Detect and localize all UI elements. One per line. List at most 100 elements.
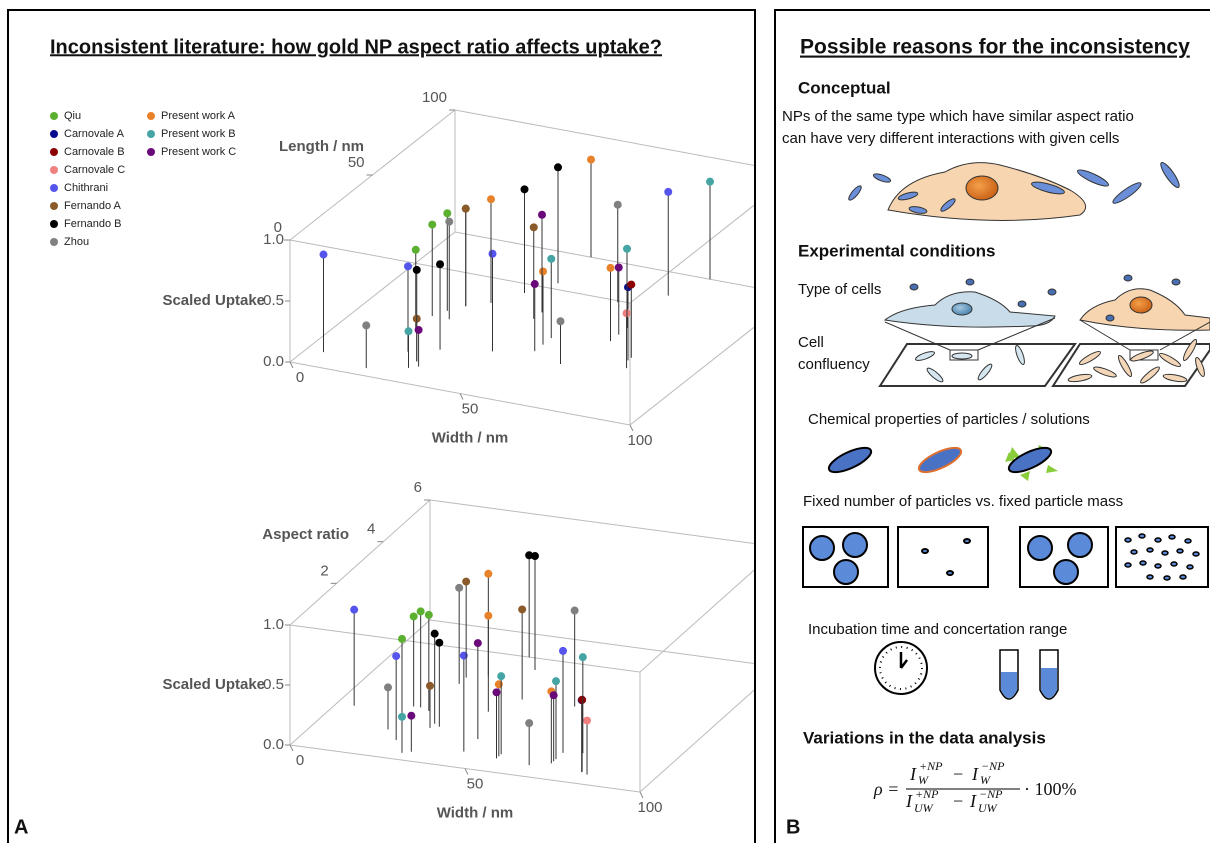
- confluency-illustration: [878, 274, 1210, 387]
- formula-sup: +NP: [919, 759, 943, 773]
- point: [547, 254, 556, 263]
- point: [412, 265, 421, 274]
- box-edge: [629, 204, 754, 304]
- point: [426, 681, 434, 690]
- x-tick: [639, 791, 644, 799]
- panel-label: A: [14, 816, 28, 838]
- legend-marker: [147, 148, 155, 156]
- point: [424, 610, 433, 619]
- formula-var: I: [969, 791, 977, 811]
- point: [587, 155, 595, 164]
- point: [529, 223, 538, 232]
- legend-label: Carnovale B: [64, 146, 125, 158]
- x-axis-label: Width / nm: [437, 804, 514, 821]
- point: [554, 163, 562, 172]
- legend-marker: [50, 202, 58, 210]
- formula-sub: UW: [978, 801, 998, 815]
- box-edge: [629, 326, 754, 426]
- formula-operator: −: [953, 764, 963, 784]
- z-tick-label: 1.0: [263, 616, 284, 633]
- panel-title: Possible reasons for the inconsistency: [800, 36, 1190, 59]
- point: [455, 583, 464, 592]
- section-heading: Experimental conditions: [798, 241, 995, 260]
- formula-var: I: [905, 791, 913, 811]
- box-edge: [454, 231, 754, 288]
- formula-sub: W: [980, 773, 991, 787]
- y-tick-label: 0: [274, 219, 282, 236]
- legend-label: Fernando B: [64, 218, 121, 230]
- x-tick: [459, 393, 464, 400]
- y-axis-label: Length / nm: [279, 138, 364, 155]
- body-text: Cell: [798, 334, 824, 351]
- legend-label: Carnovale A: [64, 128, 125, 140]
- box-edge: [639, 689, 754, 793]
- point: [518, 605, 527, 614]
- plots: 0 50 100 0 50 100 0.0 0.5 1.0 Width / nm Length / …: [50, 89, 754, 821]
- legend-marker: [50, 148, 58, 156]
- legend-marker: [147, 130, 155, 138]
- formula: ρ = I +NP W − I −NP W I +NP UW − I −NP U…: [873, 759, 1077, 815]
- x-tick-label: 0: [296, 752, 304, 769]
- point: [497, 672, 506, 681]
- box-edge: [429, 499, 754, 545]
- point: [570, 606, 579, 615]
- y-tick-label: 2: [320, 562, 328, 579]
- box-edge: [289, 239, 631, 304]
- z-tick-label: 0.5: [263, 292, 284, 309]
- formula-sup: +NP: [915, 787, 939, 801]
- point: [488, 249, 497, 258]
- point: [392, 652, 401, 661]
- z-tick-label: 0.0: [263, 353, 284, 370]
- formula-sub: UW: [914, 801, 934, 815]
- legend-label: Fernando A: [64, 200, 122, 212]
- z-tick-label: 0.0: [263, 736, 284, 753]
- number-mass-illustration: [802, 526, 1209, 588]
- point: [492, 688, 501, 697]
- formula-lhs: ρ =: [873, 779, 899, 799]
- point: [531, 552, 539, 561]
- point: [578, 653, 587, 662]
- point: [552, 677, 560, 686]
- z-tick-label: 0.5: [263, 676, 284, 693]
- body-text: Type of cells: [798, 281, 881, 298]
- body-text: Incubation time and concertation range: [808, 621, 1067, 638]
- z-tick-label: 1.0: [263, 231, 284, 248]
- x-axis-label: Width / nm: [432, 429, 509, 446]
- point: [559, 646, 567, 655]
- legend-label: Present work A: [161, 110, 236, 122]
- panel-frame: [7, 9, 756, 843]
- section-heading: Conceptual: [798, 78, 891, 97]
- box-edge: [289, 619, 431, 746]
- particle-illustration: [827, 445, 1058, 481]
- y-tick-label: 50: [348, 154, 365, 171]
- box-edge: [639, 569, 754, 673]
- legend-marker: [50, 166, 58, 174]
- point: [416, 607, 425, 616]
- cell-illustration: [848, 162, 1180, 221]
- x-tick: [464, 768, 469, 775]
- legend-marker: [147, 112, 155, 120]
- legend-label: Chithrani: [64, 182, 108, 194]
- body-text: Fixed number of particles vs. fixed part…: [803, 493, 1123, 510]
- point: [614, 263, 623, 272]
- y-axis-label: Aspect ratio: [262, 526, 349, 543]
- formula-sup: −NP: [981, 759, 1005, 773]
- point: [350, 605, 359, 614]
- point: [539, 267, 547, 276]
- point: [623, 244, 631, 253]
- point: [407, 711, 416, 720]
- box-edge: [289, 231, 456, 363]
- point: [435, 638, 444, 647]
- x-tick-label: 100: [637, 799, 662, 816]
- box-edge: [429, 619, 754, 665]
- legend-label: Carnovale C: [64, 164, 125, 176]
- x-tick: [289, 744, 294, 752]
- x-tick-label: 100: [627, 432, 652, 449]
- point: [443, 209, 452, 218]
- formula-var: I: [909, 764, 917, 784]
- time-illustration: [874, 641, 1059, 700]
- formula-factor: · 100%: [1024, 779, 1077, 799]
- formula-operator: −: [953, 791, 963, 811]
- point: [414, 325, 423, 334]
- x-tick-label: 50: [462, 400, 479, 417]
